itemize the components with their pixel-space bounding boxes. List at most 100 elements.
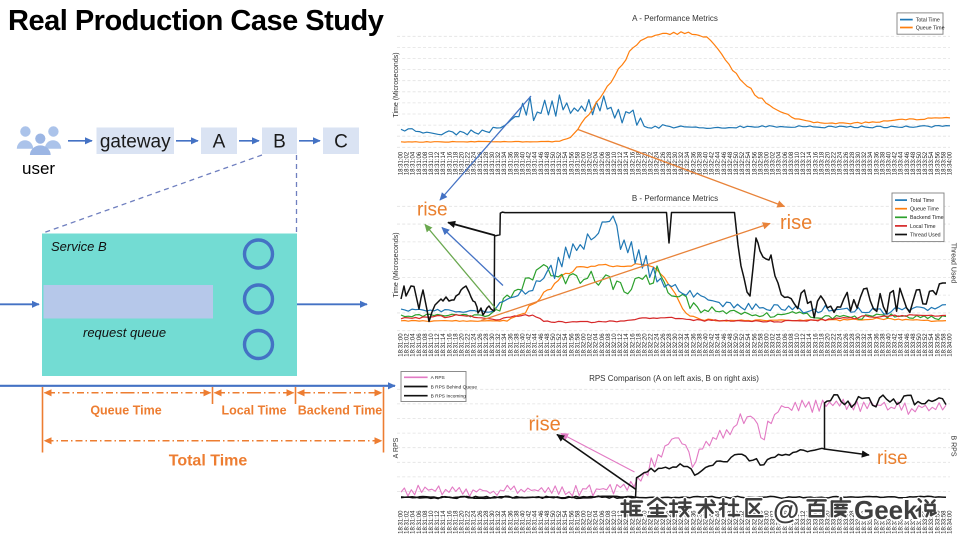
svg-text:18:31:04: 18:31:04 [411,333,417,357]
svg-text:18:33:14: 18:33:14 [807,333,813,357]
svg-text:18:31:02: 18:31:02 [405,151,411,175]
svg-text:18:32:02: 18:32:02 [588,510,594,534]
svg-text:Total Time: Total Time [169,453,248,470]
svg-text:18:33:58: 18:33:58 [941,151,947,175]
svg-text:18:33:16: 18:33:16 [813,333,819,357]
svg-text:18:33:56: 18:33:56 [935,151,941,175]
svg-text:18:31:50: 18:31:50 [551,151,557,175]
svg-text:18:31:16: 18:31:16 [447,333,453,357]
svg-text:18:31:10: 18:31:10 [429,151,435,175]
svg-text:18:32:56: 18:32:56 [752,510,758,534]
svg-text:18:31:46: 18:31:46 [539,151,545,175]
svg-text:18:32:14: 18:32:14 [624,333,630,357]
svg-text:18:33:06: 18:33:06 [783,151,789,175]
svg-text:18:32:36: 18:32:36 [691,510,697,534]
svg-text:18:33:00: 18:33:00 [765,151,771,175]
svg-text:18:31:28: 18:31:28 [484,510,490,534]
svg-text:18:32:16: 18:32:16 [630,510,636,534]
svg-text:18:31:04: 18:31:04 [411,510,417,534]
svg-text:18:32:08: 18:32:08 [606,510,612,534]
svg-text:18:33:02: 18:33:02 [771,333,777,357]
svg-text:18:33:18: 18:33:18 [819,510,825,534]
svg-text:18:31:12: 18:31:12 [435,333,441,357]
svg-text:18:33:08: 18:33:08 [789,510,795,534]
svg-text:18:33:38: 18:33:38 [880,510,886,534]
svg-text:18:31:58: 18:31:58 [575,333,581,357]
svg-text:18:31:12: 18:31:12 [435,151,441,175]
svg-text:18:32:44: 18:32:44 [716,510,722,534]
svg-text:18:32:40: 18:32:40 [704,151,710,175]
svg-text:18:31:36: 18:31:36 [508,510,514,534]
svg-text:18:32:50: 18:32:50 [734,151,740,175]
svg-text:18:31:06: 18:31:06 [417,151,423,175]
svg-text:B RPS Incoming: B RPS Incoming [431,394,467,400]
svg-text:18:31:20: 18:31:20 [460,151,466,175]
svg-text:B: B [273,131,286,152]
svg-text:18:31:28: 18:31:28 [484,333,490,357]
svg-text:18:33:44: 18:33:44 [899,151,905,175]
svg-text:18:31:56: 18:31:56 [569,510,575,534]
svg-text:18:32:08: 18:32:08 [606,151,612,175]
svg-text:18:31:20: 18:31:20 [460,510,466,534]
svg-text:18:31:14: 18:31:14 [441,151,447,175]
svg-text:18:32:38: 18:32:38 [697,333,703,357]
svg-text:18:31:36: 18:31:36 [508,151,514,175]
svg-text:18:33:36: 18:33:36 [874,333,880,357]
svg-text:@: @ [773,495,799,525]
svg-text:18:31:00: 18:31:00 [399,510,405,534]
svg-text:18:32:32: 18:32:32 [679,510,685,534]
svg-text:18:33:34: 18:33:34 [868,333,874,357]
svg-text:18:32:52: 18:32:52 [740,333,746,357]
svg-text:18:34:00: 18:34:00 [948,333,954,357]
svg-text:18:31:10: 18:31:10 [429,510,435,534]
svg-text:18:31:14: 18:31:14 [441,510,447,534]
svg-text:Geek: Geek [854,495,918,525]
svg-text:18:32:24: 18:32:24 [655,510,661,534]
svg-text:18:32:14: 18:32:14 [624,510,630,534]
svg-text:18:33:48: 18:33:48 [911,510,917,534]
svg-text:18:33:22: 18:33:22 [832,510,838,534]
svg-text:18:32:56: 18:32:56 [752,151,758,175]
svg-text:A RPS: A RPS [393,437,400,458]
svg-text:18:33:46: 18:33:46 [905,151,911,175]
svg-text:18:31:26: 18:31:26 [478,510,484,534]
svg-text:18:33:44: 18:33:44 [899,510,905,534]
svg-text:18:32:08: 18:32:08 [606,333,612,357]
svg-text:18:32:18: 18:32:18 [636,333,642,357]
svg-text:18:32:28: 18:32:28 [667,510,673,534]
svg-text:18:32:06: 18:32:06 [600,333,606,357]
svg-text:18:32:46: 18:32:46 [722,151,728,175]
svg-text:18:31:06: 18:31:06 [417,333,423,357]
svg-text:18:32:42: 18:32:42 [710,333,716,357]
svg-text:18:34:00: 18:34:00 [948,151,954,175]
svg-text:B RPS Behind Queue: B RPS Behind Queue [431,384,478,390]
svg-text:18:32:16: 18:32:16 [630,151,636,175]
svg-text:18:31:18: 18:31:18 [453,510,459,534]
svg-text:18:33:54: 18:33:54 [929,151,935,175]
svg-text:18:32:54: 18:32:54 [746,333,752,357]
svg-text:18:32:52: 18:32:52 [740,510,746,534]
svg-text:18:32:00: 18:32:00 [582,151,588,175]
svg-text:18:32:54: 18:32:54 [746,510,752,534]
svg-text:18:31:08: 18:31:08 [423,151,429,175]
svg-text:Service B: Service B [51,239,107,254]
svg-text:18:34:00: 18:34:00 [948,510,954,534]
svg-text:18:32:42: 18:32:42 [710,151,716,175]
svg-text:18:31:38: 18:31:38 [514,151,520,175]
svg-text:18:33:32: 18:33:32 [862,151,868,175]
svg-text:Total Time: Total Time [910,198,934,204]
svg-text:18:31:30: 18:31:30 [490,510,496,534]
svg-text:18:33:56: 18:33:56 [935,333,941,357]
svg-text:18:33:32: 18:33:32 [862,333,868,357]
svg-text:18:33:00: 18:33:00 [765,510,771,534]
svg-text:18:32:20: 18:32:20 [643,151,649,175]
svg-text:18:31:38: 18:31:38 [514,510,520,534]
svg-text:18:31:18: 18:31:18 [453,333,459,357]
svg-text:18:31:16: 18:31:16 [447,510,453,534]
svg-text:18:31:32: 18:31:32 [496,333,502,357]
svg-text:18:32:44: 18:32:44 [716,333,722,357]
svg-text:18:33:38: 18:33:38 [880,333,886,357]
svg-text:18:33:04: 18:33:04 [777,510,783,534]
svg-text:18:32:46: 18:32:46 [722,510,728,534]
svg-text:18:32:48: 18:32:48 [728,151,734,175]
